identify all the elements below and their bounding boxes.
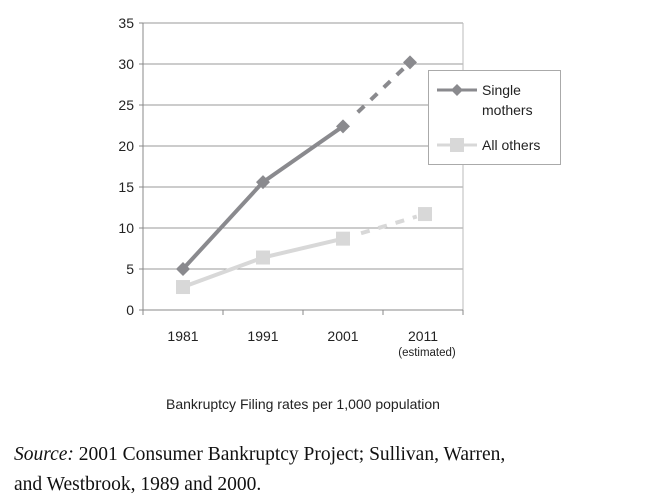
y-tick-label: 30 <box>118 56 134 72</box>
legend-label: All others <box>482 137 540 153</box>
x-tick-sublabel: (estimated) <box>398 347 456 359</box>
y-tick-label: 10 <box>118 220 134 236</box>
y-tick-label: 5 <box>126 261 134 277</box>
estimated-segment <box>360 214 418 236</box>
estimated-segment <box>356 67 405 114</box>
series-segment <box>262 236 344 260</box>
x-tick-label: 2011 <box>408 328 438 344</box>
legend-label: mothers <box>482 102 533 118</box>
source-label: Source: <box>14 444 74 465</box>
y-tick-label: 0 <box>126 302 134 318</box>
data-point-square <box>256 250 270 265</box>
source-text: 2001 Consumer Bankruptcy Project; Sulliv… <box>73 444 506 465</box>
series-segment <box>261 124 345 184</box>
line-chart: 0 5 10 15 20 25 30 35 1981 1991 2001 2011 (estimated… <box>118 15 561 412</box>
series <box>176 55 432 295</box>
legend-marker-diamond <box>451 84 463 96</box>
source-note: Source: 2001 Consumer Bankruptcy Project… <box>14 440 654 500</box>
legend-label: Single <box>482 82 521 98</box>
source-text-line2: and Westbrook, 1989 and 2000. <box>14 474 262 495</box>
series-segment <box>181 180 265 271</box>
data-point-square <box>418 207 432 222</box>
y-tick-label: 20 <box>118 138 134 154</box>
data-point-diamond <box>336 119 350 134</box>
legend: Single mothers All others <box>428 70 561 165</box>
y-tick-label: 25 <box>118 97 134 113</box>
data-point-diamond <box>256 175 270 190</box>
x-axis-label: Bankruptcy Filing rates per 1,000 popula… <box>166 396 440 412</box>
x-tick-label: 1991 <box>247 328 278 344</box>
y-tick-label: 35 <box>118 15 134 31</box>
x-tick-label: 1981 <box>167 328 198 344</box>
axes: 0 5 10 15 20 25 30 35 1981 1991 2001 2011 (estimated… <box>118 15 464 359</box>
data-point-square <box>336 231 350 246</box>
data-point-diamond <box>176 262 190 276</box>
series-segment <box>182 255 264 289</box>
data-point-square <box>176 280 190 295</box>
y-tick-label: 15 <box>118 179 134 195</box>
legend-marker-square <box>450 138 464 152</box>
data-point-diamond <box>403 55 417 70</box>
gridlines <box>143 22 463 270</box>
x-tick-label: 2001 <box>327 328 358 344</box>
